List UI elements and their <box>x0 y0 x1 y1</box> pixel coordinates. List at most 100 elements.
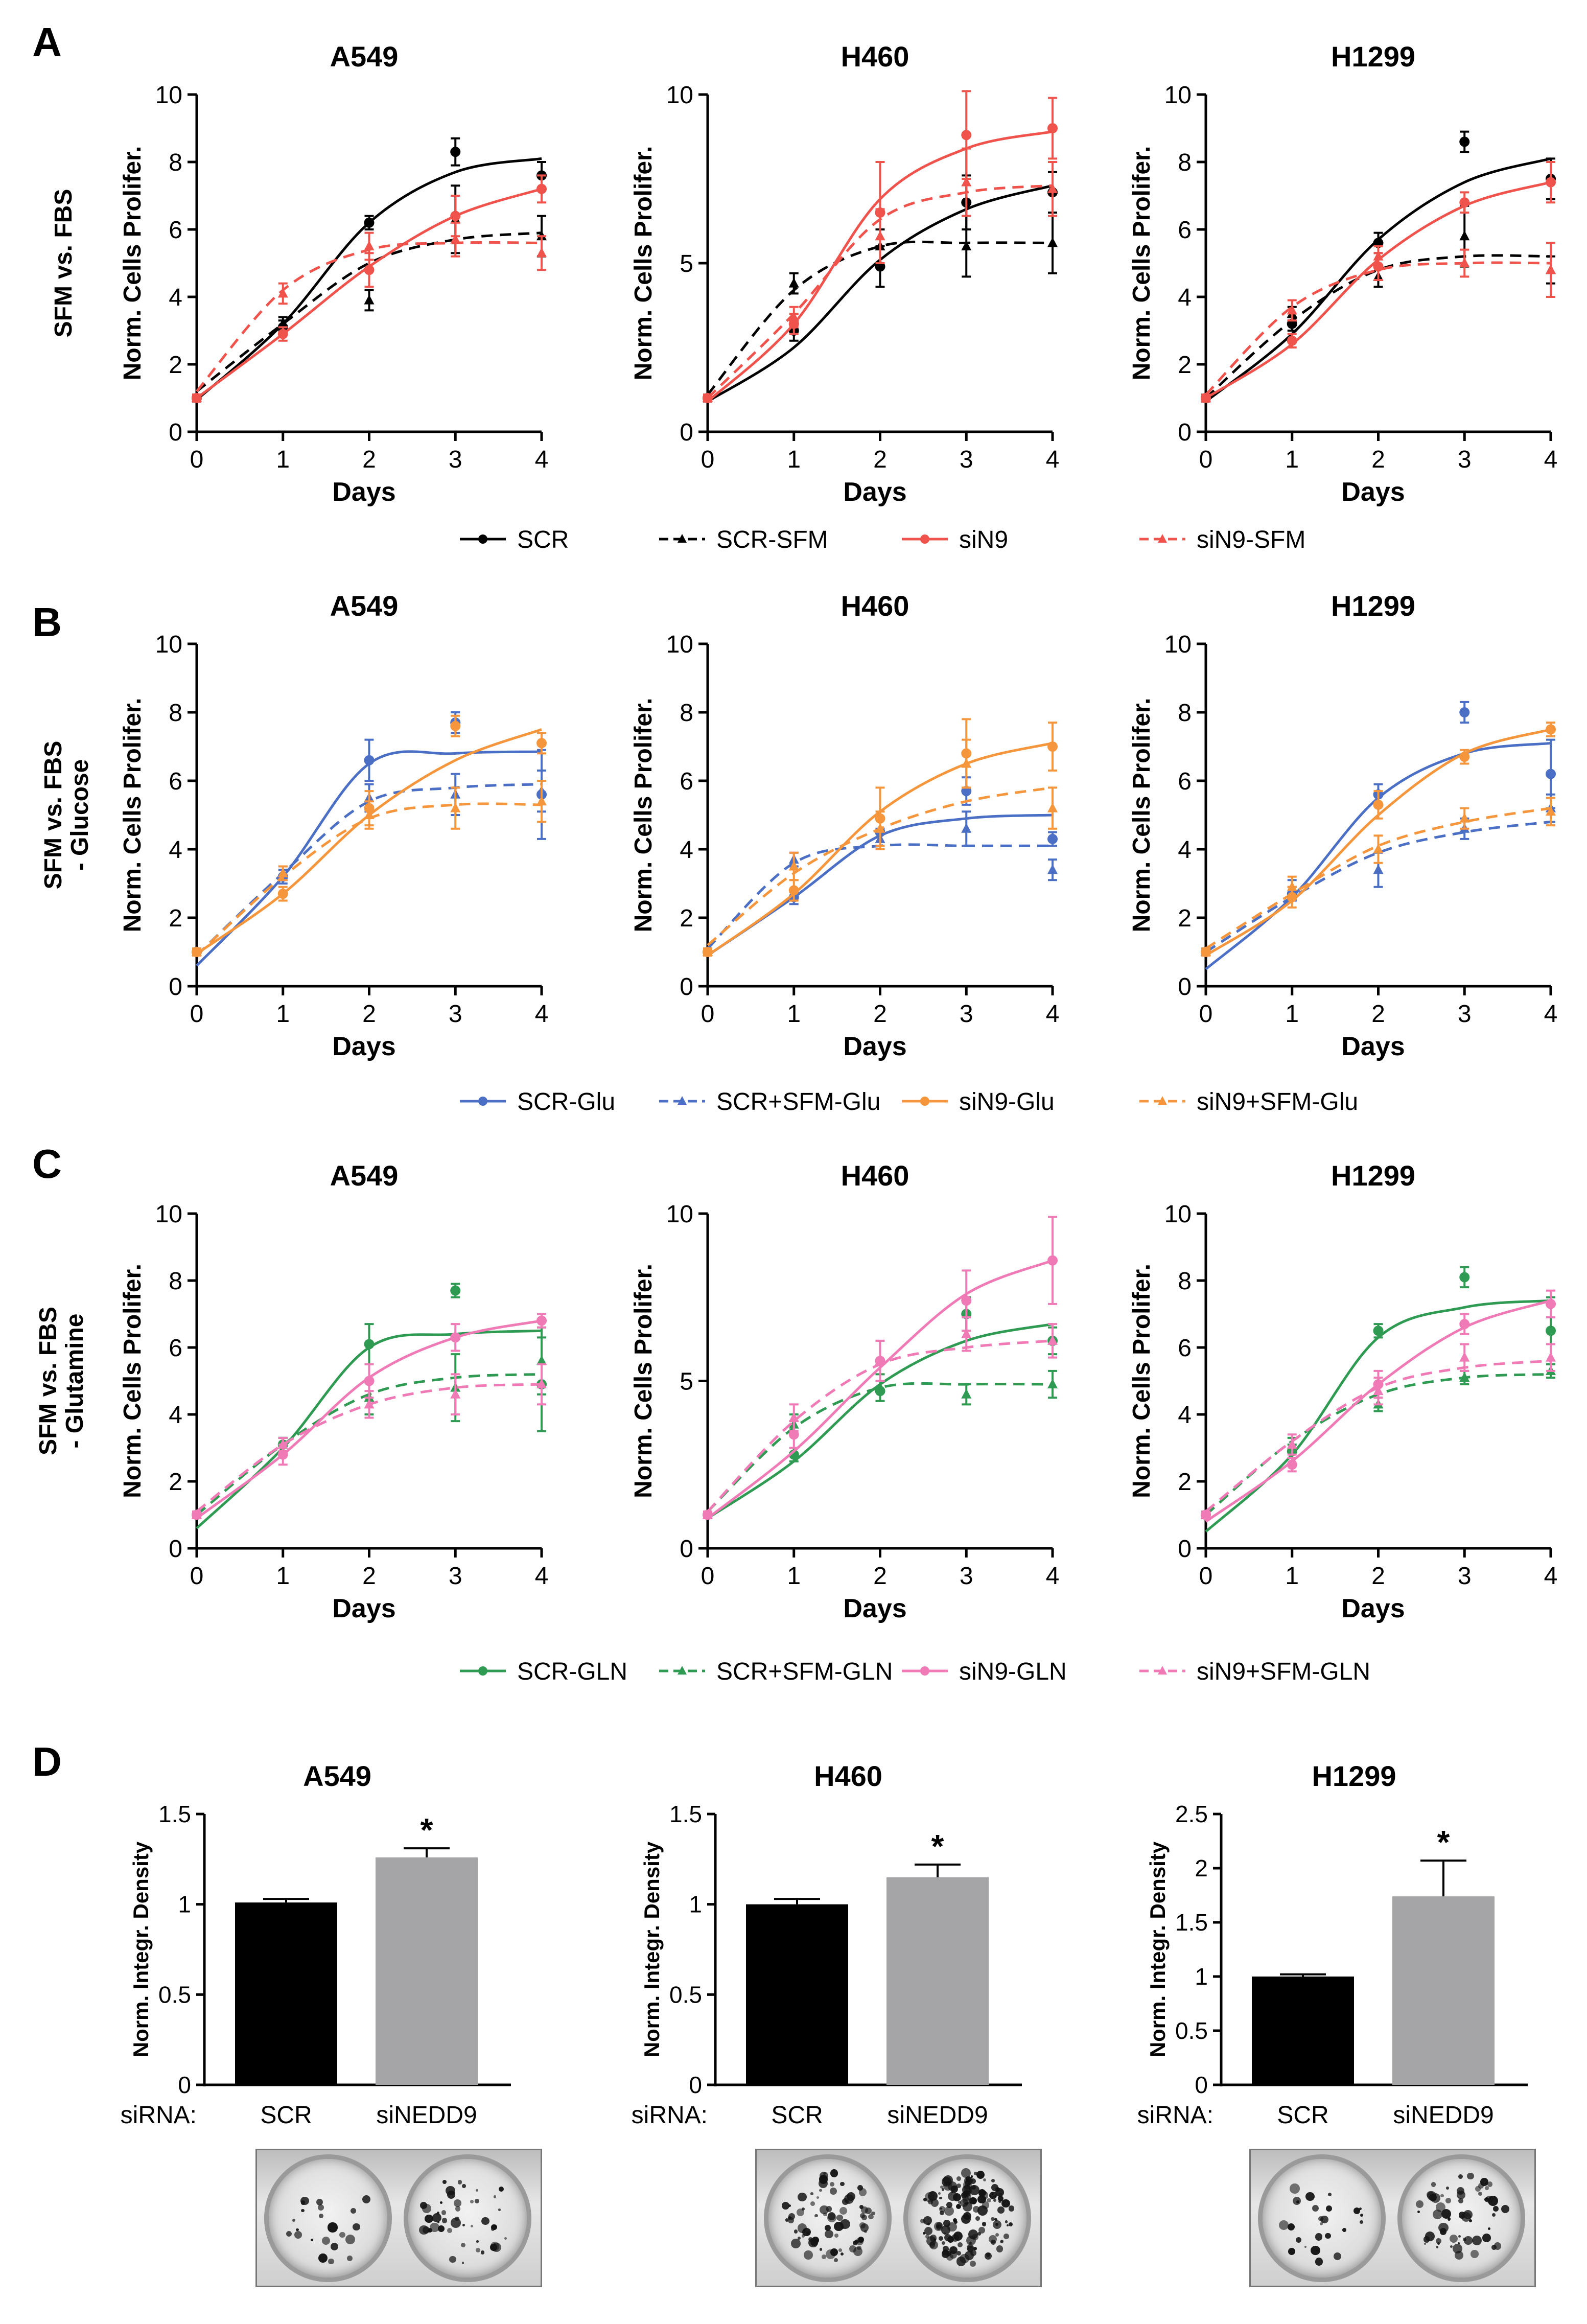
colony <box>460 2243 465 2248</box>
colony <box>1436 2246 1439 2248</box>
colony <box>1305 2192 1315 2201</box>
y-tick-label: 10 <box>1164 82 1192 109</box>
chart-title: A549 <box>330 1159 399 1192</box>
data-point-sin9-sfm-gln <box>875 1355 885 1365</box>
colony <box>1417 2210 1420 2214</box>
data-point-sin9-glu <box>450 721 461 731</box>
colony <box>1463 2237 1467 2241</box>
colony <box>447 2190 455 2199</box>
colony <box>944 2232 946 2235</box>
colony <box>973 2206 979 2213</box>
colony <box>944 2234 951 2241</box>
colony <box>1295 2237 1302 2243</box>
colony <box>823 2212 827 2217</box>
colony <box>1463 2210 1473 2219</box>
colony <box>925 2234 930 2239</box>
colony <box>1360 2213 1363 2217</box>
data-point-sin9-sfm-gln <box>192 1509 202 1519</box>
colony <box>947 2181 957 2191</box>
y-tick-label: 0 <box>680 419 693 446</box>
data-point-sin9-sfm <box>1373 250 1384 261</box>
x-tick-label: 2 <box>1371 1563 1385 1590</box>
colony <box>1288 2247 1295 2255</box>
fit-curve-scr-sfm-glu <box>196 783 542 957</box>
colony <box>854 2239 859 2244</box>
y-tick-label: 6 <box>1178 768 1192 795</box>
legend-marker <box>478 534 487 544</box>
data-point-sin9-sfm <box>536 247 547 258</box>
colony <box>480 2250 485 2255</box>
legend-marker <box>678 1096 687 1105</box>
data-point-sin9 <box>1287 335 1297 346</box>
colony <box>796 2209 804 2217</box>
x-tick-label: 0 <box>701 1001 715 1028</box>
legend-label-sin9-gln: siN9-GLN <box>959 1658 1067 1685</box>
colony <box>1440 2194 1444 2198</box>
colony <box>859 2222 866 2228</box>
colony <box>861 2214 867 2221</box>
fit-curve-sin9 <box>707 130 1053 403</box>
colony <box>849 2245 857 2253</box>
data-point-scr-sfm-gln <box>875 1382 885 1392</box>
colony <box>927 2199 933 2205</box>
colony <box>470 2200 474 2204</box>
colony <box>475 2247 480 2252</box>
data-point-scr-sfm <box>961 241 972 250</box>
y-tick-label: 2 <box>1195 1855 1208 1881</box>
data-point-sin9-sfm <box>1459 258 1470 267</box>
colony <box>432 2213 442 2223</box>
colony <box>814 2214 818 2217</box>
colony <box>1492 2213 1496 2217</box>
fit-curve-sin9-sfm-gln <box>707 1339 1053 1513</box>
colony <box>1458 2198 1464 2203</box>
fit-curve-sin9 <box>1205 181 1551 400</box>
colony <box>823 2172 826 2175</box>
colony <box>498 2209 501 2212</box>
y-tick-label: 4 <box>1178 1402 1192 1429</box>
chart-title: H1299 <box>1331 590 1415 622</box>
x-tick-label: 1 <box>787 446 801 473</box>
bar-scr <box>235 1902 337 2085</box>
well-sinedd9 <box>903 2154 1031 2282</box>
x-tick-label: 0 <box>1199 1001 1213 1028</box>
data-point-sin9 <box>450 211 461 221</box>
y-tick-label: 0 <box>178 2072 191 2098</box>
legend-marker <box>1158 534 1167 543</box>
data-point-sin9-gln <box>450 1332 461 1343</box>
colony <box>493 2195 497 2198</box>
colony <box>974 2172 977 2175</box>
data-point-sin9-glu <box>1546 724 1556 735</box>
colony <box>1493 2206 1499 2212</box>
data-point-scr-sfm-gln <box>961 1388 972 1399</box>
colony <box>1482 2233 1491 2242</box>
colony <box>1416 2200 1424 2209</box>
x-tick-label: 2 <box>1371 1001 1385 1028</box>
data-point-sin9-glu <box>536 738 547 749</box>
y-axis-label: Norm. Cells Prolifer. <box>119 1264 146 1498</box>
y-axis-label: Norm. Cells Prolifer. <box>119 146 146 381</box>
colony <box>830 2248 838 2256</box>
chart-title: H1299 <box>1331 1159 1415 1192</box>
data-point-sin9-sfm-glu <box>192 946 202 956</box>
x-tick-label: 3 <box>1458 1001 1472 1028</box>
data-point-scr-sfm-gln <box>1459 1372 1470 1382</box>
colony <box>1292 2196 1301 2205</box>
colony <box>927 2222 930 2226</box>
x-tick-label: 2 <box>362 1563 376 1590</box>
colony <box>347 2255 353 2261</box>
colony <box>923 2216 932 2225</box>
x-tick-label: 4 <box>1046 446 1060 473</box>
legend-marker <box>1158 1096 1167 1105</box>
colony <box>820 2171 828 2180</box>
data-point-sin9-sfm <box>450 234 461 244</box>
y-tick-label: 0 <box>680 1536 693 1563</box>
data-point-sin9 <box>536 183 547 194</box>
x-tick-label: 0 <box>190 446 204 473</box>
data-point-sin9-sfm-glu <box>875 823 885 833</box>
colony <box>286 2231 292 2237</box>
x-axis-label: Days <box>843 1032 906 1061</box>
colony <box>977 2232 981 2236</box>
x-tick-label: 4 <box>535 1563 549 1590</box>
colony <box>1452 2243 1463 2253</box>
